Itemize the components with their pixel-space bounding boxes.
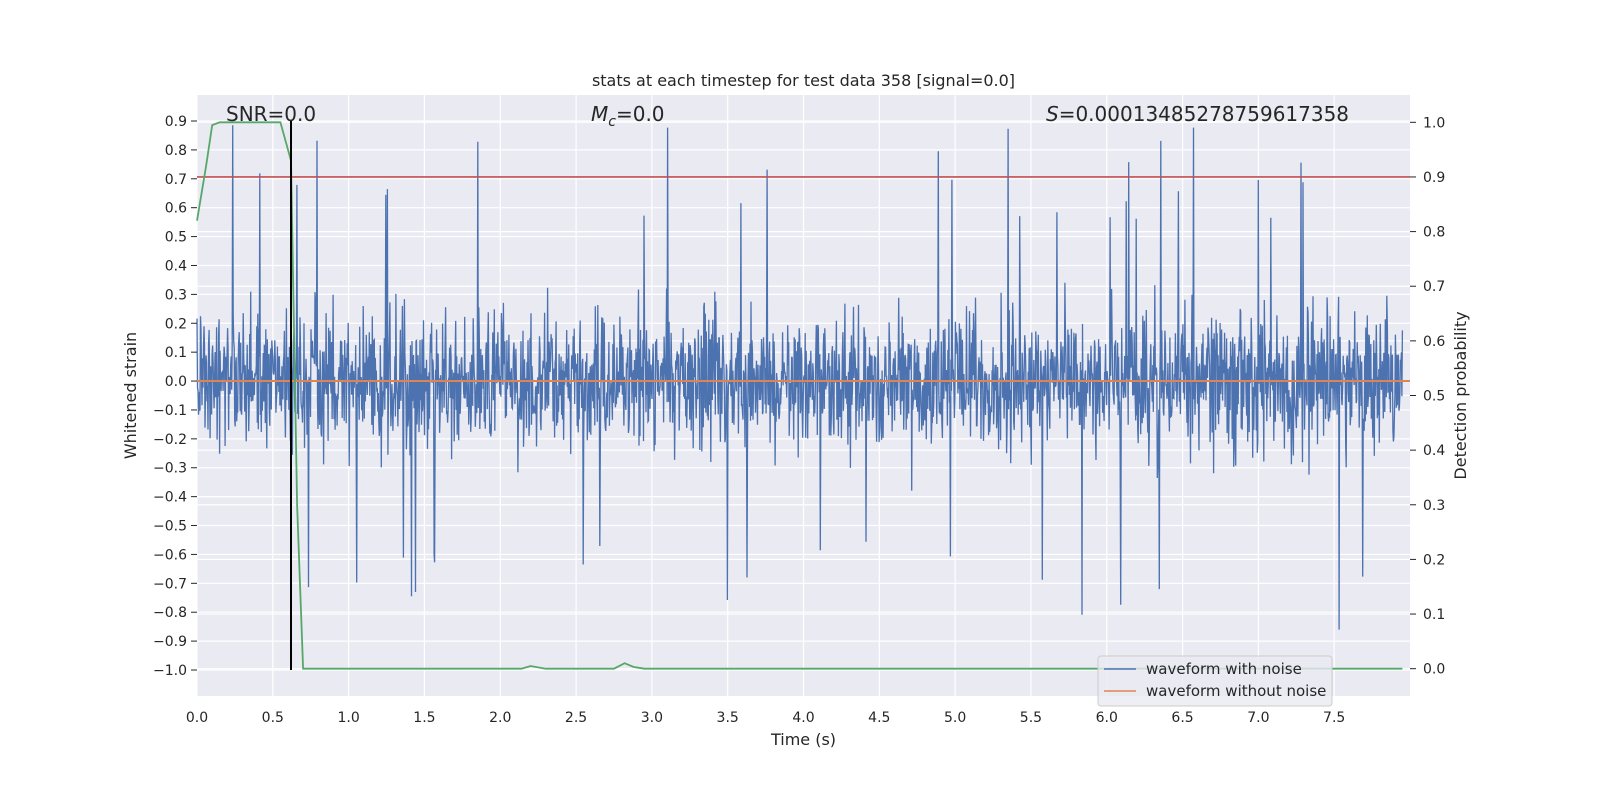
series-detection-probability — [196, 121, 1403, 670]
series-layer — [196, 121, 1410, 670]
x-axis-label: Time (s) — [770, 730, 836, 749]
y2-tick-label: 0.9 — [1423, 170, 1445, 186]
y2-tick-label: 1.0 — [1423, 115, 1445, 131]
legend: waveform with noise waveform without noi… — [1097, 655, 1333, 707]
x-tick-label: 2.5 — [565, 710, 587, 726]
y-tick-label: 0.4 — [165, 258, 187, 274]
y-tick-label: 0.0 — [165, 374, 187, 390]
x-tick-label: 5.5 — [1020, 710, 1042, 726]
y-tick-label: 0.2 — [165, 316, 187, 332]
y-tick-label: −1.0 — [153, 663, 187, 679]
snr-annotation: SNR=0.0 — [226, 102, 316, 126]
legend-label-without-noise: waveform without noise — [1146, 682, 1326, 700]
x-tick-label: 6.5 — [1171, 710, 1193, 726]
score-symbol: S — [1046, 102, 1059, 126]
x-tick-label: 3.0 — [641, 710, 663, 726]
y-tick-label: −0.9 — [153, 634, 187, 650]
x-tick-label: 4.0 — [792, 710, 814, 726]
y2-tick-label: 0.5 — [1423, 389, 1445, 405]
y-tick-label: 0.8 — [165, 143, 187, 159]
legend-label-with-noise: waveform with noise — [1146, 660, 1302, 678]
x-tick-label: 6.0 — [1096, 710, 1118, 726]
legend-box — [1097, 655, 1333, 707]
y-tick-label: −0.5 — [153, 519, 187, 535]
y-tick-label: −0.4 — [153, 490, 187, 506]
x-tick-label: 0.0 — [186, 710, 208, 726]
x-tick-label: 2.0 — [489, 710, 511, 726]
chart-title: stats at each timestep for test data 358… — [592, 71, 1015, 90]
chirp-mass-annotation: Mc=0.0 — [591, 102, 665, 130]
y-tick-label: 0.7 — [165, 172, 187, 188]
y-tick-label: −0.8 — [153, 605, 187, 621]
y2-tick-label: 0.1 — [1423, 607, 1445, 623]
y-tick-label: −0.3 — [153, 461, 187, 477]
y2-axis-label: Detection probability — [1451, 311, 1470, 479]
y2-tick-label: 0.3 — [1423, 498, 1445, 514]
axes: 0.0 0.5 1.0 1.5 2.0 2.5 3.0 3.5 4.0 4.5 5.0 5.5 6.0 6… — [153, 114, 1445, 726]
score-annotation: S=0.00013485278759617358 — [1046, 102, 1349, 126]
y2-tick-label: 0.0 — [1423, 662, 1445, 678]
y-axis-label: Whitened strain — [121, 332, 140, 459]
y-tick-label: −0.7 — [153, 576, 187, 592]
y-tick-label: 0.3 — [165, 287, 187, 303]
y-tick-label: 0.6 — [165, 201, 187, 217]
chirp-mass-value: =0.0 — [616, 102, 665, 126]
y-tick-label: −0.6 — [153, 547, 187, 563]
x-tick-label: 1.0 — [337, 710, 359, 726]
y2-tick-label: 0.7 — [1423, 279, 1445, 295]
noisy-waveform — [196, 125, 1404, 630]
score-value: =0.00013485278759617358 — [1059, 102, 1349, 126]
y2-tick-label: 0.2 — [1423, 552, 1445, 568]
x-tick-label: 7.5 — [1323, 710, 1345, 726]
y-tick-label: 0.9 — [165, 114, 187, 130]
y-tick-label: 0.5 — [165, 230, 187, 246]
y-tick-label: −0.2 — [153, 432, 187, 448]
x-tick-label: 1.5 — [413, 710, 435, 726]
y2-tick-label: 0.4 — [1423, 443, 1445, 459]
x-tick-label: 3.5 — [717, 710, 739, 726]
series-with-noise — [196, 125, 1404, 630]
x-tick-label: 0.5 — [262, 710, 284, 726]
x-tick-label: 4.5 — [868, 710, 890, 726]
y2-tick-label: 0.6 — [1423, 334, 1445, 350]
y-tick-label: −0.1 — [153, 403, 187, 419]
x-tick-label: 7.0 — [1247, 710, 1269, 726]
y-tick-label: 0.1 — [165, 345, 187, 361]
x-tick-label: 5.0 — [944, 710, 966, 726]
y2-tick-label: 0.8 — [1423, 225, 1445, 241]
chirp-mass-subscript: c — [608, 114, 616, 130]
chirp-mass-symbol: M — [591, 102, 608, 126]
